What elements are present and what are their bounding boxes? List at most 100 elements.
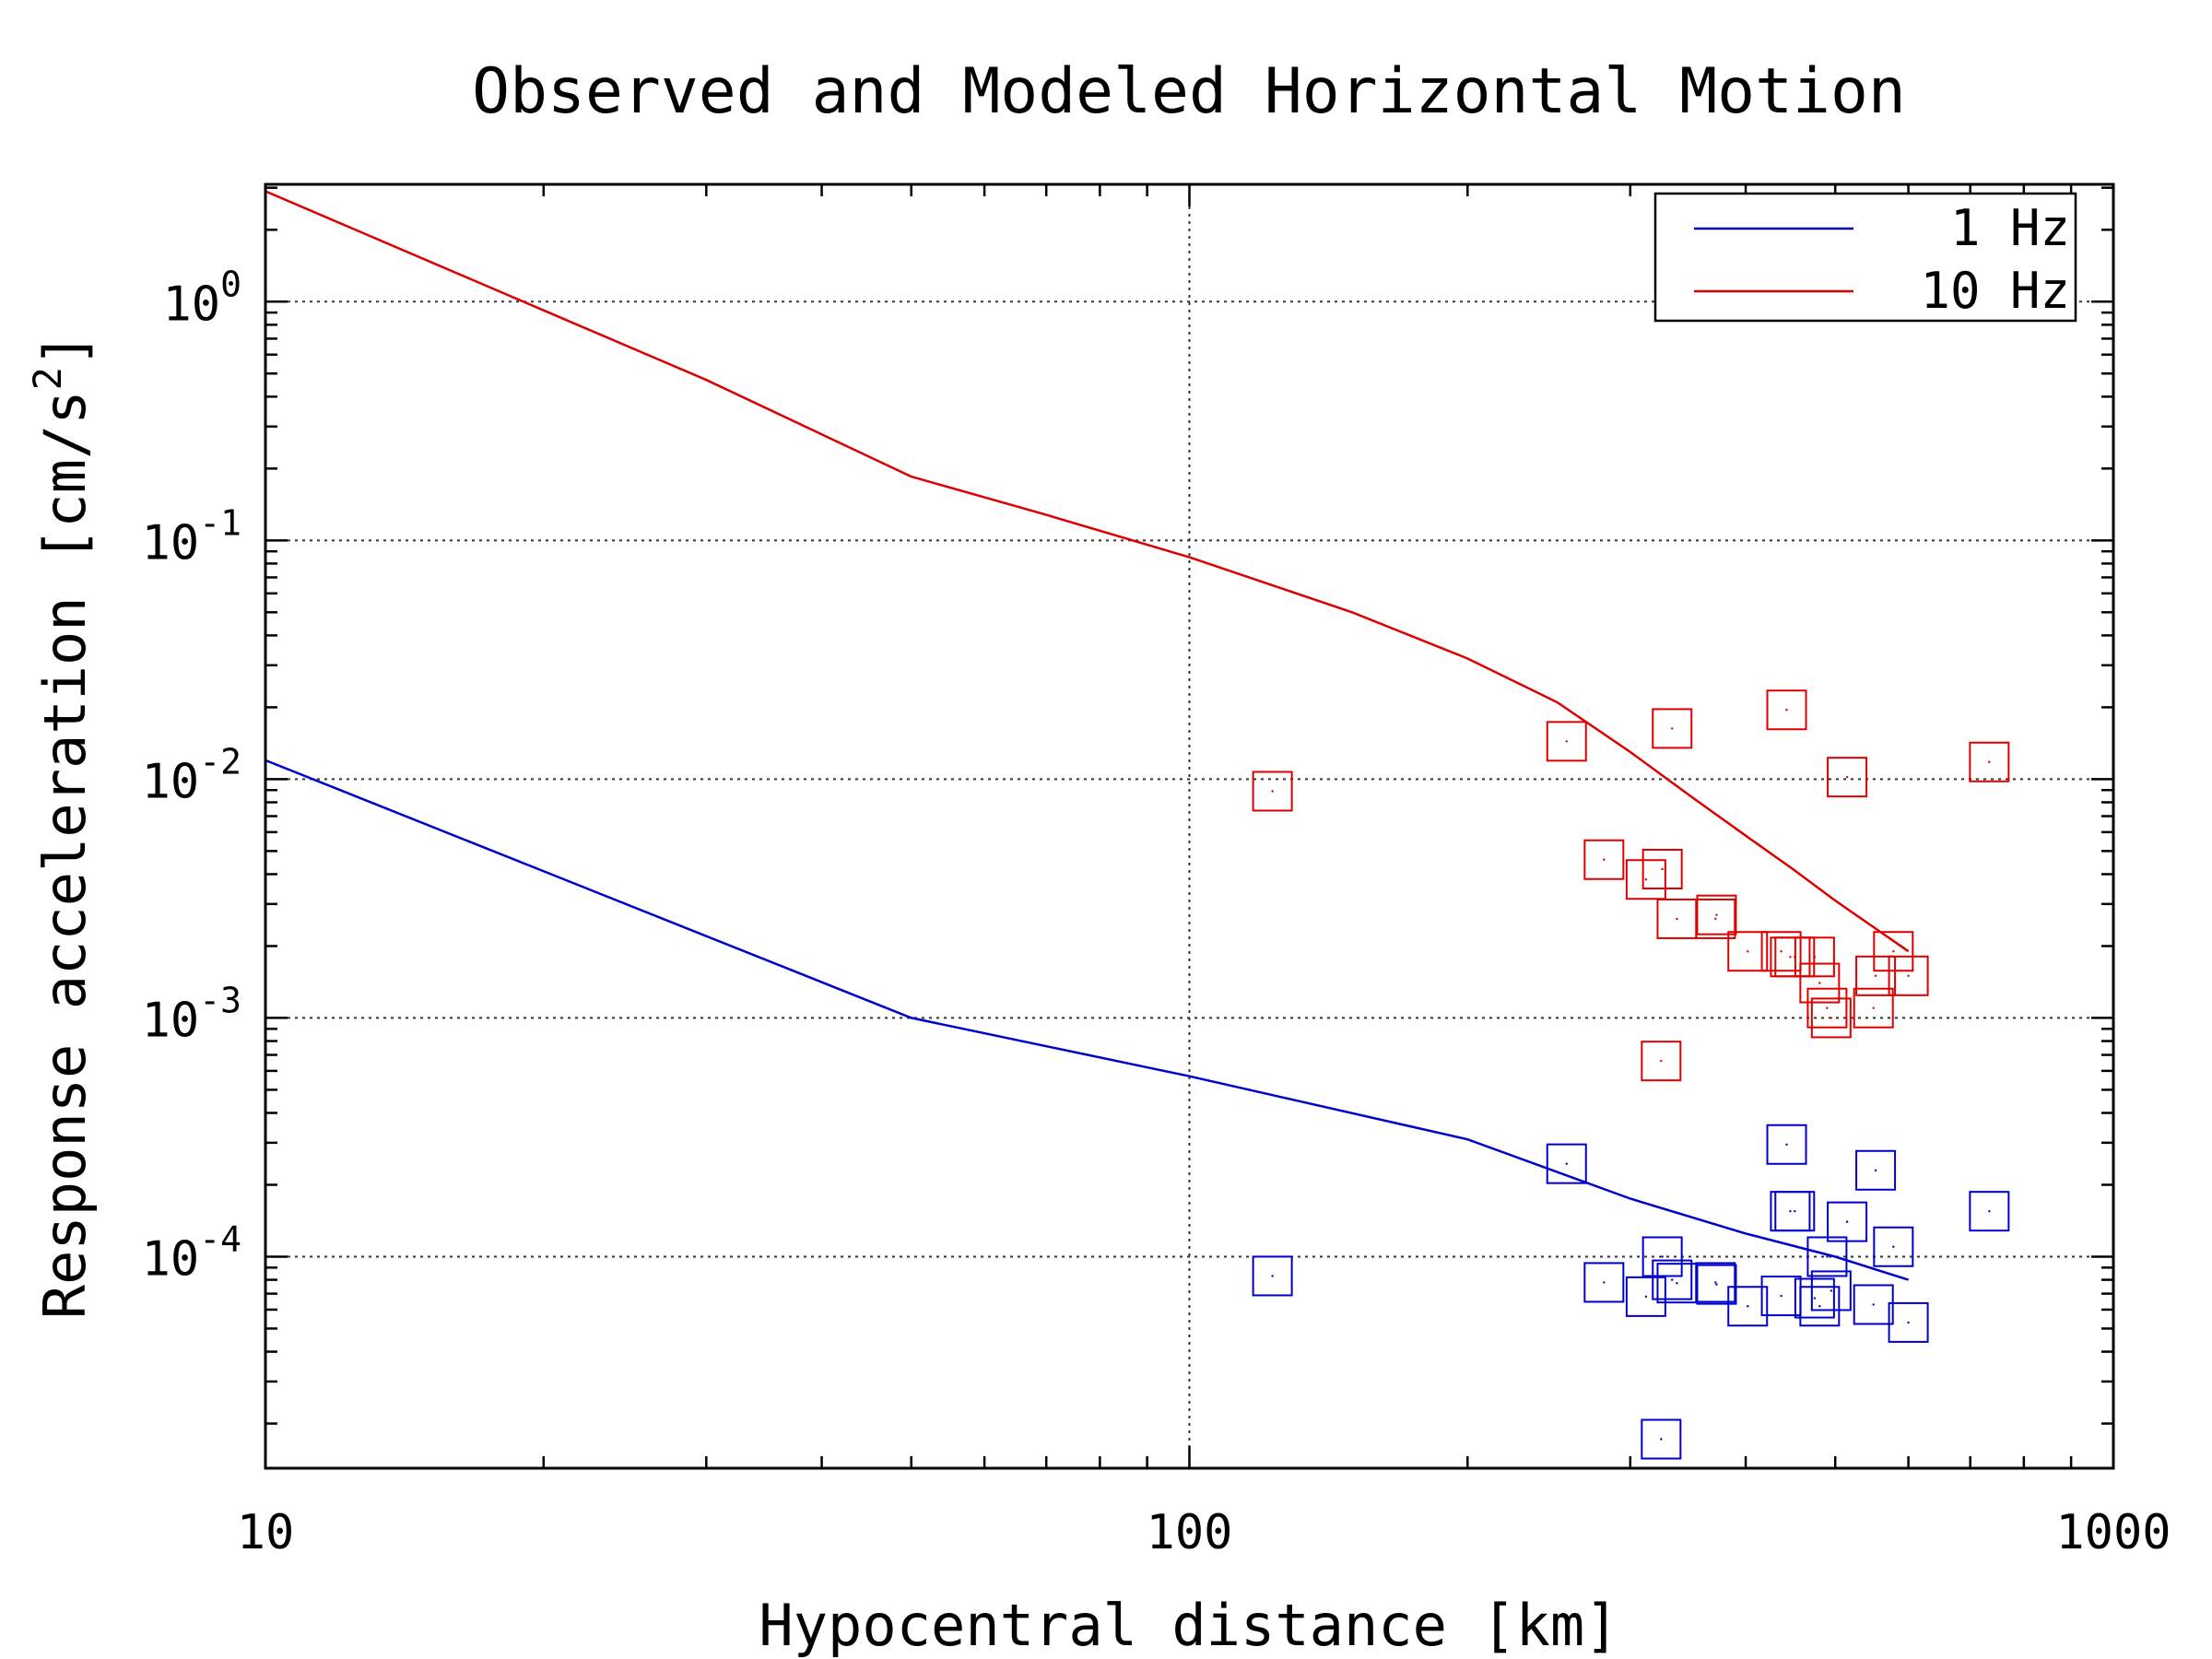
- observation-square: [1799, 962, 1841, 1004]
- observation-square: [1652, 1259, 1693, 1300]
- observation-point: [1546, 721, 1587, 762]
- observation-dot: [1826, 1255, 1829, 1258]
- observation-square: [1888, 1301, 1929, 1343]
- observation-point: [1827, 1201, 1868, 1242]
- observation-dot: [1644, 878, 1648, 881]
- observation-point: [1855, 955, 1897, 996]
- y-tick-base: 10: [142, 993, 200, 1048]
- observation-point: [1641, 1041, 1682, 1082]
- observation-point: [1810, 997, 1852, 1039]
- y-tick-label: 100: [162, 264, 241, 332]
- observation-dot: [1818, 982, 1821, 984]
- observation-dot: [1872, 1006, 1875, 1009]
- observation-dot: [1676, 1281, 1678, 1285]
- observation-dot: [1826, 1006, 1829, 1009]
- observation-dot: [1661, 1255, 1664, 1258]
- observation-dot: [1988, 1209, 1991, 1213]
- observation-dot: [1747, 950, 1749, 953]
- y-axis-label-main: Response acceleration [cm/s: [31, 390, 99, 1319]
- observation-square: [1766, 689, 1807, 731]
- model-line-10-hz: [265, 190, 1910, 953]
- observation-dot: [1747, 1305, 1749, 1308]
- observation-point: [1695, 1262, 1736, 1303]
- observation-square: [1641, 848, 1683, 889]
- observation-dot: [1872, 1303, 1875, 1306]
- observation-dot: [1780, 1294, 1783, 1298]
- observation-point: [1583, 1262, 1625, 1303]
- observation-square: [1853, 1284, 1894, 1325]
- observation-point: [1641, 1418, 1682, 1460]
- observation-point: [1766, 1124, 1807, 1165]
- y-axis-label-close: ]: [31, 333, 99, 367]
- observation-dot: [1661, 867, 1664, 871]
- observation-square: [1252, 771, 1293, 812]
- observation-square: [1727, 1286, 1769, 1327]
- observation-dot: [1845, 1220, 1849, 1223]
- observation-point: [1969, 741, 2010, 782]
- observation-square: [1766, 1124, 1807, 1165]
- observation-dot: [1603, 858, 1606, 861]
- observation-dot: [1794, 1209, 1796, 1213]
- y-tick-exponent: -2: [199, 741, 241, 782]
- observation-dot: [1565, 740, 1568, 743]
- observation-point: [1252, 771, 1293, 812]
- observation-square: [1888, 955, 1929, 996]
- observation-point: [1794, 936, 1835, 978]
- observation-point: [1652, 708, 1693, 749]
- observation-dot: [1818, 1305, 1821, 1308]
- observation-square: [1546, 721, 1587, 762]
- x-tick-label: 10: [237, 1505, 295, 1560]
- x-tick-label: 100: [1147, 1505, 1233, 1560]
- observation-dot: [1789, 1209, 1792, 1213]
- observation-point: [1810, 1270, 1852, 1312]
- y-tick-label: 10-4: [142, 1218, 241, 1287]
- observation-point: [1696, 894, 1737, 935]
- y-tick-base: 10: [142, 1231, 200, 1287]
- observation-square: [1641, 1236, 1683, 1277]
- observation-point: [1625, 859, 1666, 900]
- observation-square: [1810, 1270, 1852, 1312]
- observation-square: [1652, 708, 1693, 749]
- observation-square: [1695, 1262, 1736, 1303]
- observation-square: [1625, 859, 1666, 900]
- observation-square: [1873, 931, 1914, 972]
- observation-point: [1727, 1286, 1769, 1327]
- observation-square: [1794, 1277, 1835, 1319]
- y-tick-exponent: -4: [199, 1218, 241, 1259]
- observation-point: [1873, 1226, 1914, 1267]
- observation-point: [1888, 955, 1929, 996]
- x-axis-label: Hypocentral distance [km]: [759, 1592, 1618, 1659]
- observation-square: [1794, 936, 1835, 978]
- observation-point: [1827, 757, 1868, 798]
- grid-layer: [265, 184, 2113, 1468]
- y-tick-label: 10-1: [142, 502, 241, 571]
- model-line-1-hz: [265, 759, 1909, 1281]
- observation-square: [1799, 1286, 1841, 1327]
- observation-dot: [1714, 1281, 1717, 1284]
- model-lines: [265, 190, 1910, 1281]
- observation-point: [1774, 1191, 1816, 1232]
- observation-square: [1969, 1191, 2010, 1232]
- observation-square: [1873, 1226, 1914, 1267]
- observation-square: [1827, 757, 1868, 798]
- observation-square: [1969, 741, 2010, 782]
- observation-dot: [1813, 1297, 1817, 1300]
- y-tick-label: 10-3: [142, 980, 241, 1048]
- observation-dot: [1830, 1289, 1833, 1292]
- observation-square: [1641, 1418, 1682, 1460]
- observation-dot: [1603, 1281, 1606, 1284]
- y-tick-base: 10: [162, 276, 220, 332]
- observation-square: [1855, 955, 1897, 996]
- observation-dot: [1271, 790, 1274, 793]
- observation-dot: [1671, 727, 1674, 730]
- observation-square: [1806, 987, 1848, 1029]
- y-axis-label: Response acceleration [cm/s2]: [25, 333, 99, 1319]
- observation-dot: [1780, 950, 1783, 953]
- observation-square: [1696, 1264, 1737, 1305]
- observation-point: [1873, 931, 1914, 972]
- observation-square: [1774, 1191, 1816, 1232]
- observation-dot: [1785, 1143, 1788, 1146]
- y-tick-base: 10: [142, 754, 200, 809]
